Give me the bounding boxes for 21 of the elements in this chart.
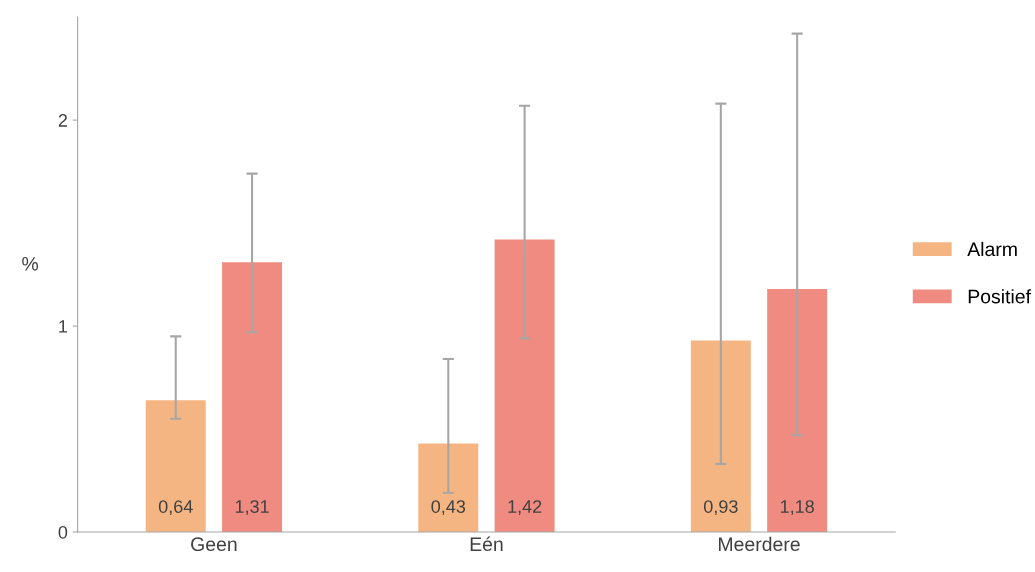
data-label: 1,18 [780,500,814,516]
y-tick-label: 0 [58,525,68,539]
bar [494,239,555,532]
bar [145,400,206,532]
data-label: 0,64 [158,500,193,516]
x-tick-label: Meerdere [718,536,800,552]
y-tick-label: 2 [58,114,67,127]
bar [222,262,283,532]
y-tick-label: 1 [59,320,68,333]
legend-label: Positief [968,289,1032,304]
y-axis-title: % [22,257,39,271]
bar [767,288,828,532]
data-label: 0,93 [703,500,738,516]
data-label: 0,43 [431,500,466,516]
x-tick-label: Eén [470,536,503,552]
legend-label: Alarm [967,241,1017,257]
bar [690,340,751,532]
data-label: 1,31 [235,500,269,516]
data-label: 1,42 [508,500,542,516]
x-tick-label: Geen [191,537,237,552]
bar [418,443,479,532]
